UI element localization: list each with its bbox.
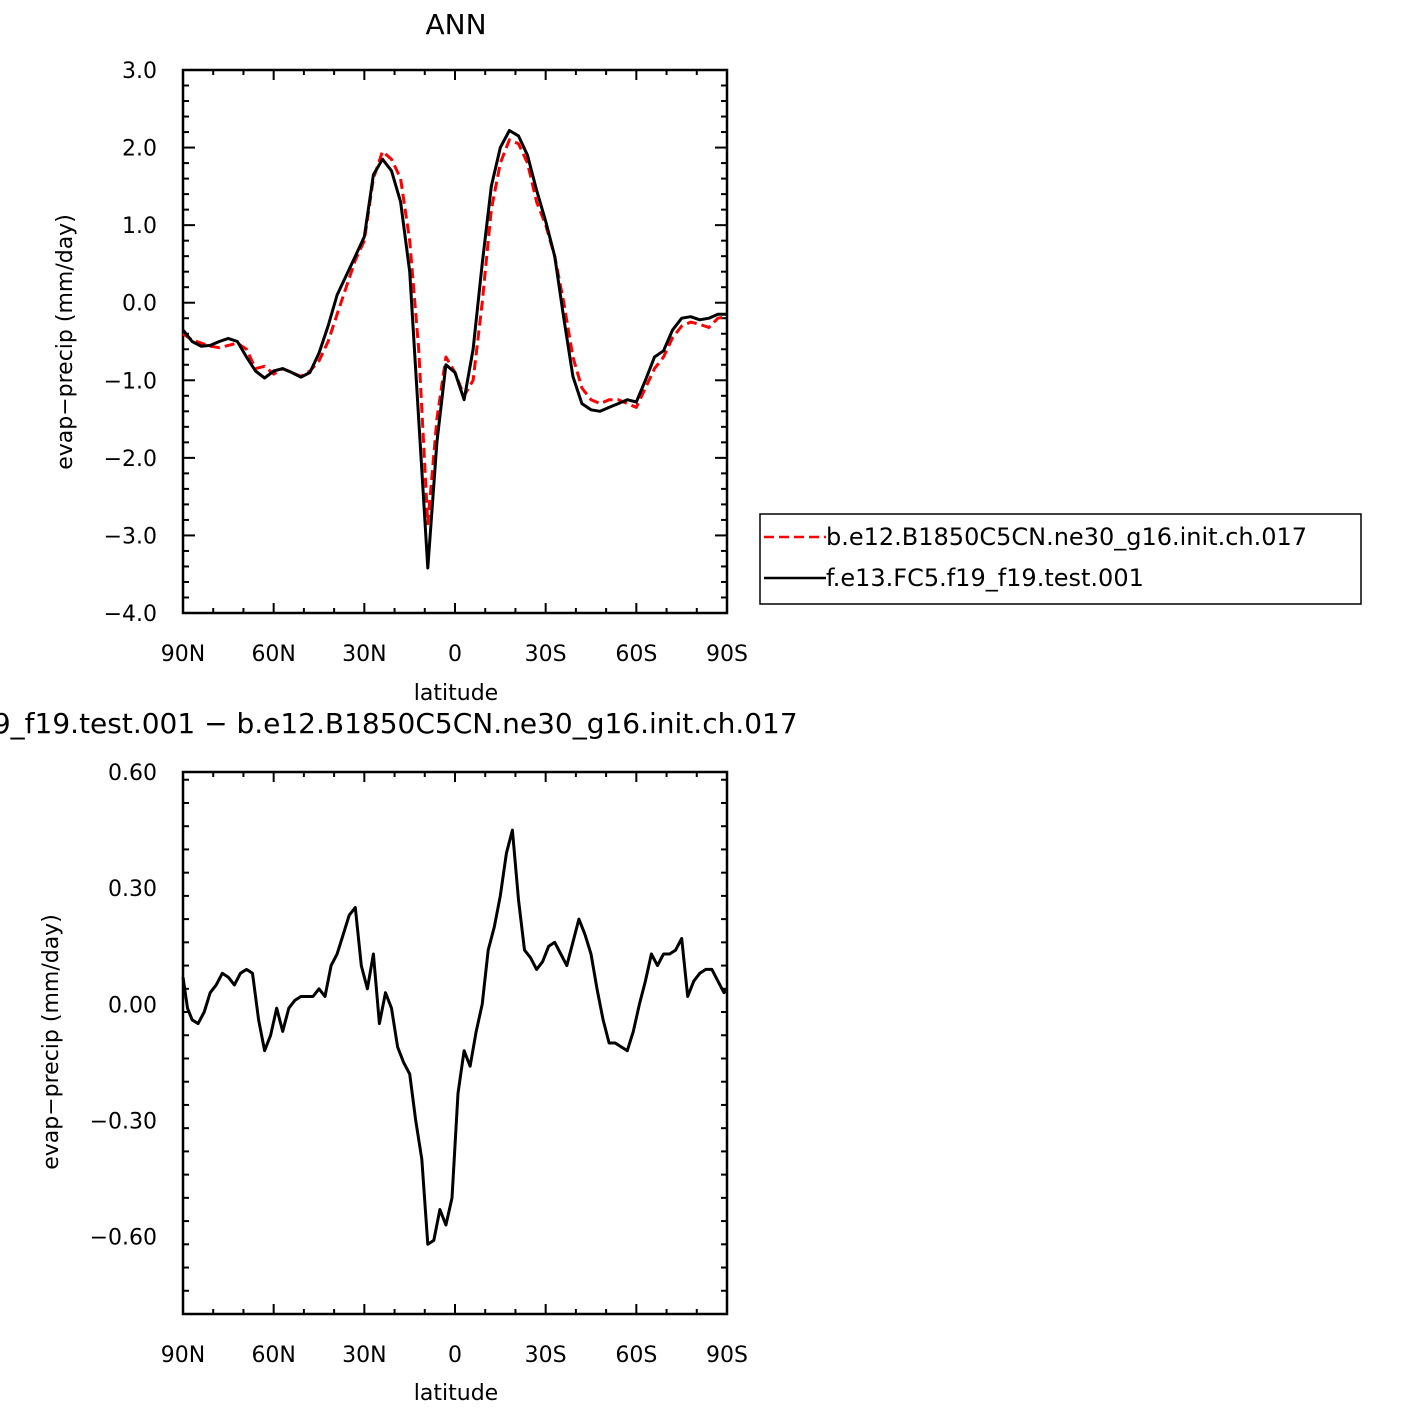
x-tick-label-bottom: 0 [448, 1343, 462, 1368]
y-tick-label-bottom: −0.30 [90, 1109, 157, 1134]
legend: b.e12.B1850C5CN.ne30_g16.init.ch.017 f.e… [759, 513, 1362, 605]
top-x-axis-label: latitude [414, 681, 498, 706]
y-tick-label-top: −4.0 [104, 602, 157, 627]
y-tick-label-top: 3.0 [122, 59, 157, 84]
x-tick-label-top: 30N [342, 642, 386, 667]
series-line-top-0 [182, 138, 728, 526]
y-tick-label-top: 2.0 [122, 137, 157, 162]
x-tick-label-bottom: 90N [161, 1343, 205, 1368]
legend-label-series-2: f.e13.FC5.f19_f19.test.001 [826, 564, 1144, 592]
x-tick-label-top: 0 [448, 642, 462, 667]
top-y-axis-label: evap−precip (mm/day) [53, 214, 78, 470]
bottom-plot-area: 90N 60N 30N 0 30S 60S 90S 0.60 0.30 0.00 −0.30 −0.6… [90, 761, 748, 1368]
x-tick-label-bottom: 60N [251, 1343, 295, 1368]
x-tick-label-bottom: 60S [615, 1343, 657, 1368]
series-line-bottom-0 [181, 828, 729, 1246]
x-tick-label-top: 90S [706, 642, 748, 667]
x-tick-label-bottom: 30N [342, 1343, 386, 1368]
y-tick-label-top: 1.0 [122, 214, 157, 239]
y-tick-label-top: −3.0 [104, 524, 157, 549]
legend-box [759, 513, 1362, 605]
x-tick-label-bottom: 30S [525, 1343, 567, 1368]
y-tick-label-bottom: 0.30 [108, 877, 157, 902]
y-tick-label-top: −1.0 [104, 369, 157, 394]
top-plot-area: 90N 60N 30N 0 30S 60S 90S 3.0 2.0 1.0 0.0 −1.0 −2.0 −… [104, 59, 748, 667]
x-tick-label-top: 60S [615, 642, 657, 667]
plot-frame-top [181, 68, 729, 615]
y-tick-label-top: −2.0 [104, 447, 157, 472]
series-line-top-1 [181, 129, 727, 570]
y-tick-label-top: 0.0 [122, 292, 157, 317]
x-tick-label-top: 90N [161, 642, 205, 667]
x-tick-label-top: 30S [525, 642, 567, 667]
y-tick-label-bottom: 0.60 [108, 761, 157, 786]
y-tick-label-bottom: 0.00 [108, 993, 157, 1018]
bottom-y-axis-label: evap−precip (mm/day) [39, 914, 64, 1170]
x-tick-label-bottom: 90S [706, 1343, 748, 1368]
x-tick-label-top: 60N [251, 642, 295, 667]
bottom-chart-title: f.e13.FC5.f19_f19.test.001 − b.e12.B1850… [0, 707, 798, 740]
y-tick-label-bottom: −0.60 [90, 1226, 157, 1251]
bottom-x-axis-label: latitude [414, 1381, 498, 1406]
legend-label-series-1: b.e12.B1850C5CN.ne30_g16.init.ch.017 [826, 523, 1307, 551]
top-chart-title: ANN [425, 8, 486, 41]
